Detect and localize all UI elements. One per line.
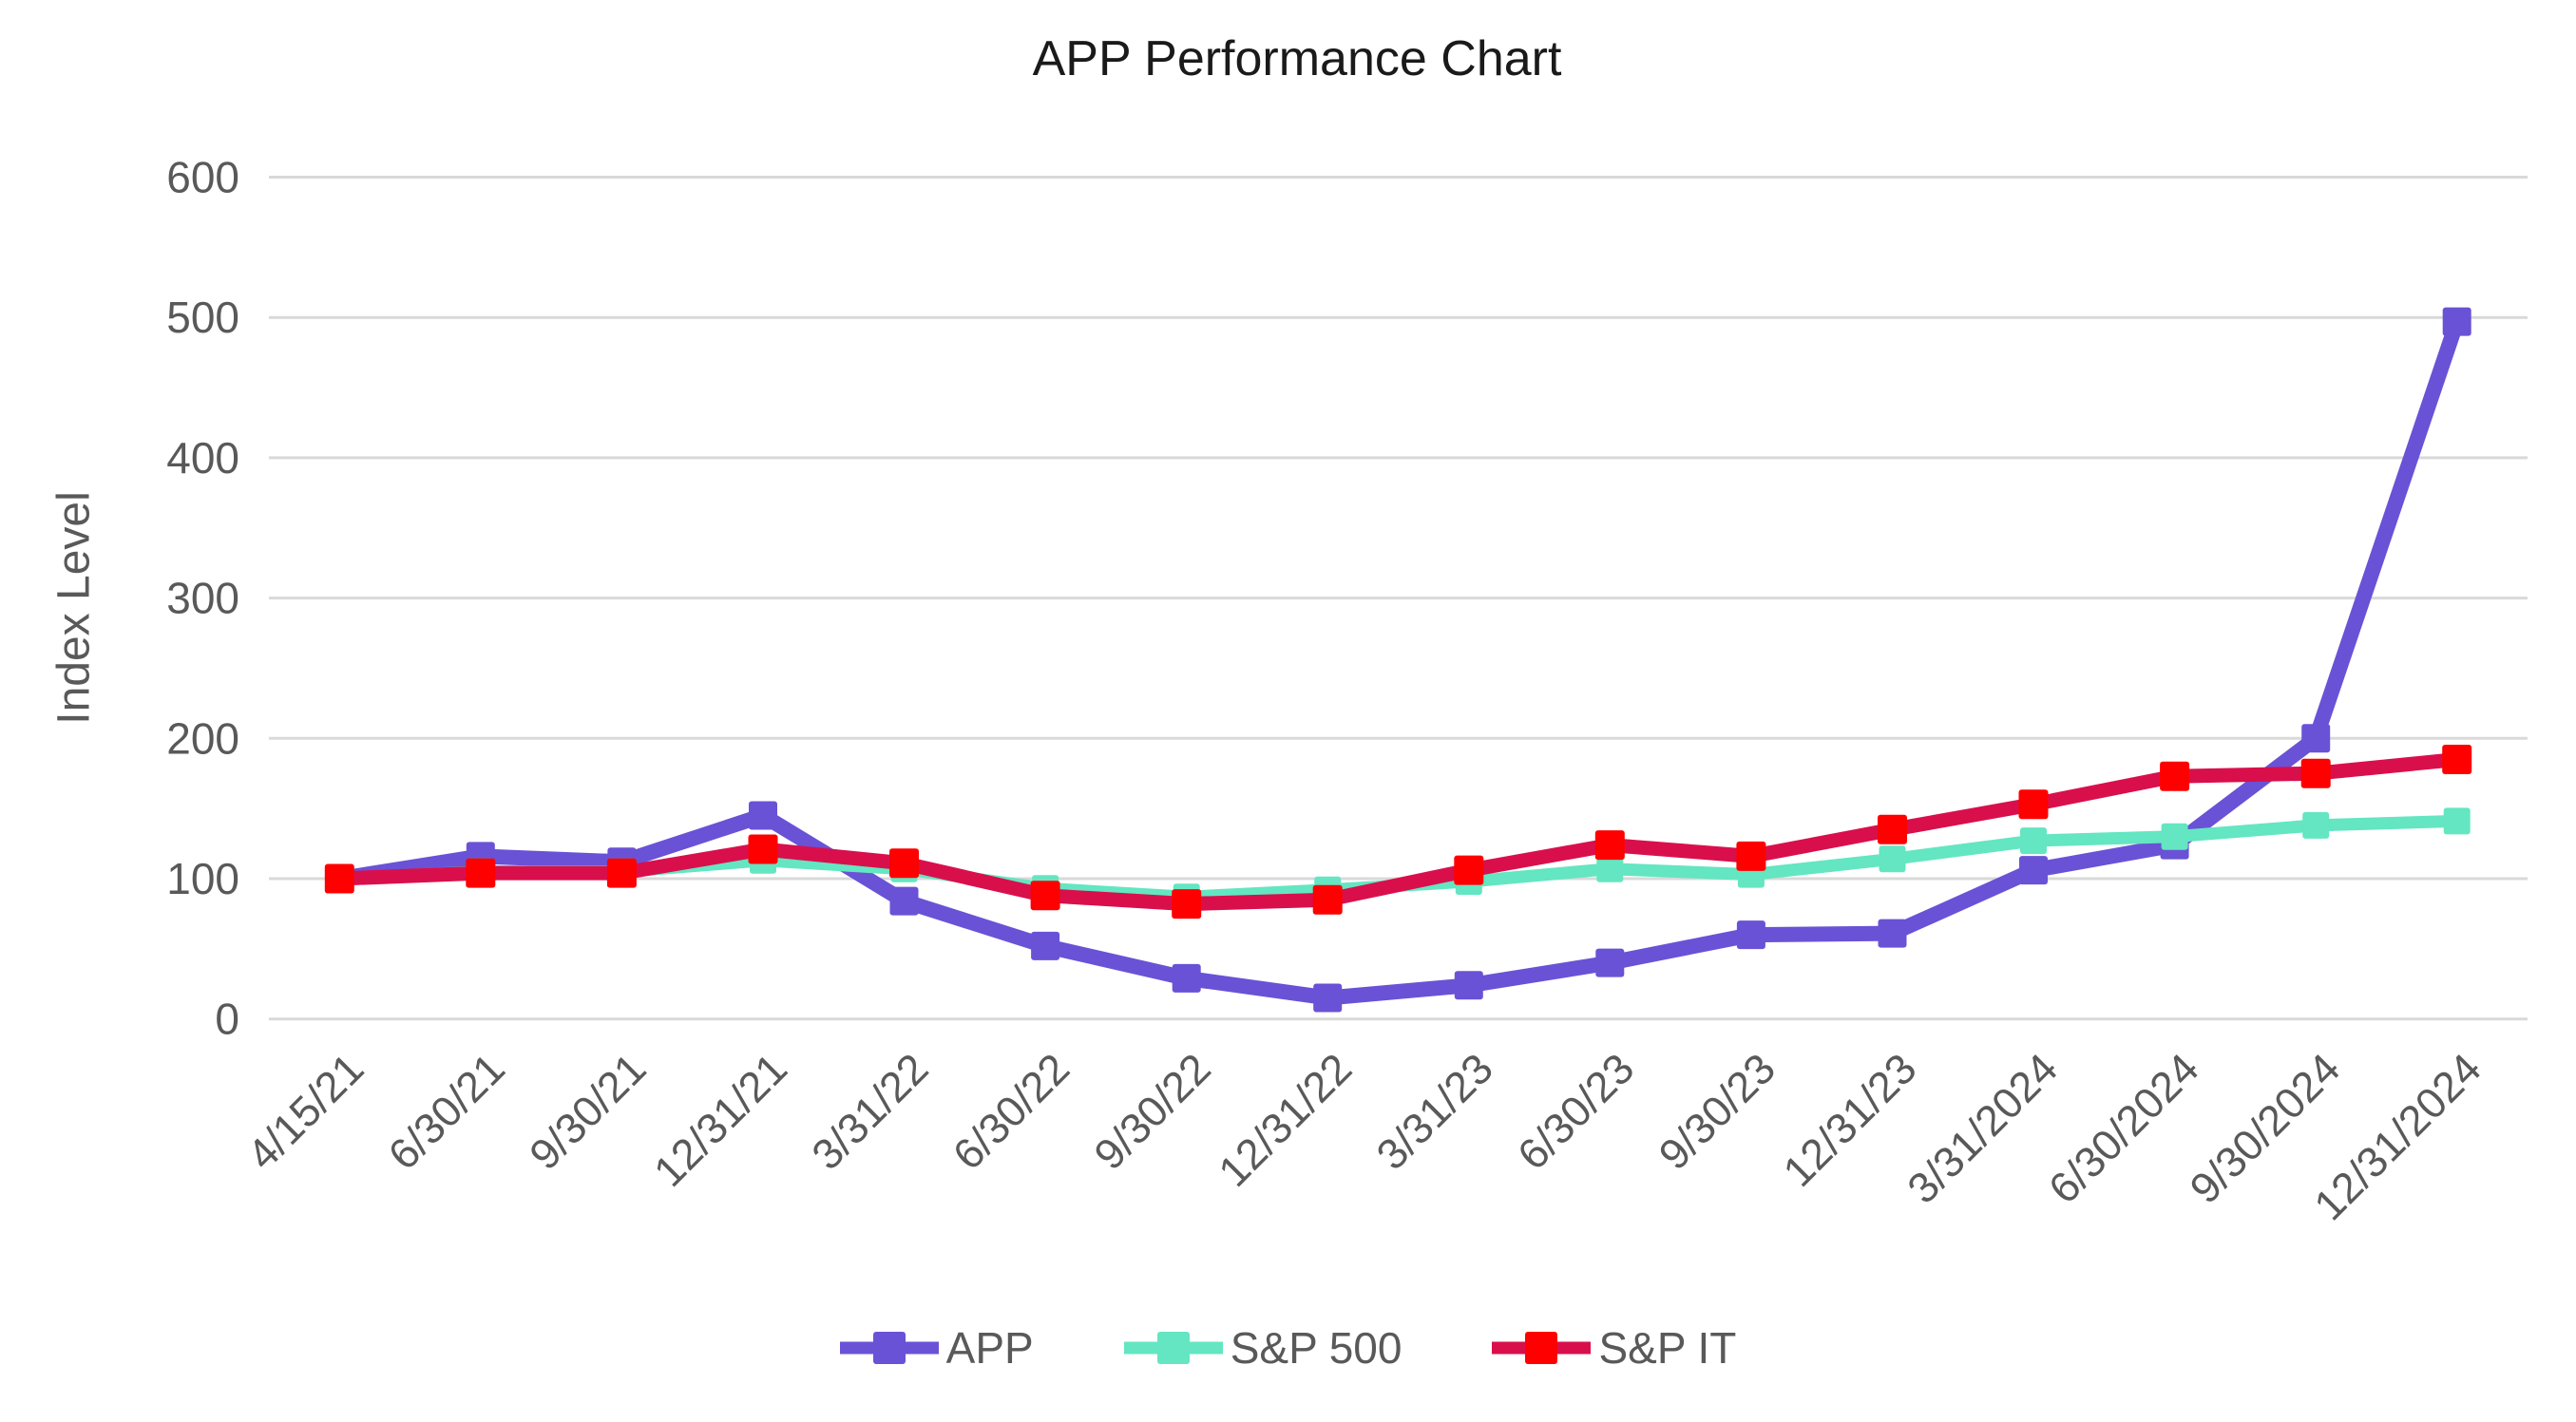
- y-tick-label: 200: [166, 713, 239, 763]
- marker-s-p-it-8: [1454, 855, 1484, 885]
- marker-s-p-it-10: [1736, 841, 1766, 871]
- x-tick-label: 12/31/22: [1209, 1044, 1361, 1196]
- marker-app-11: [1878, 919, 1907, 948]
- marker-s-p-it-3: [748, 834, 778, 864]
- series-app: [325, 307, 2471, 1013]
- y-tick-label: 300: [166, 574, 239, 623]
- marker-s-p-it-7: [1312, 884, 1343, 915]
- legend-marker-sp500-icon: [1123, 1332, 1223, 1364]
- x-tick-label: 6/30/2024: [2039, 1044, 2208, 1213]
- marker-app-10: [1736, 920, 1765, 950]
- y-tick-label: 500: [166, 293, 239, 342]
- legend-item-spit: S&P IT: [1492, 1322, 1736, 1374]
- marker-s-p-it-11: [1878, 814, 1907, 844]
- legend-square-app: [872, 1332, 906, 1364]
- x-tick-label: 9/30/23: [1650, 1044, 1784, 1179]
- y-tick-label: 100: [166, 854, 239, 903]
- marker-s-p-it-12: [2018, 789, 2049, 820]
- marker-s-p-500-14: [2302, 811, 2330, 839]
- legend-marker-app-icon: [839, 1332, 939, 1364]
- legend-label-spit: S&P IT: [1598, 1323, 1737, 1373]
- marker-app-8: [1454, 971, 1483, 1000]
- y-tick-label: 0: [215, 995, 239, 1044]
- x-tick-label: 3/31/2024: [1898, 1044, 2067, 1213]
- marker-s-p-500-13: [2161, 823, 2188, 850]
- marker-app-9: [1595, 948, 1625, 977]
- marker-s-p-it-0: [324, 863, 354, 894]
- marker-app-4: [889, 886, 919, 916]
- chart-title: APP Performance Chart: [1032, 31, 1562, 86]
- marker-s-p-500-9: [1596, 855, 1624, 882]
- marker-s-p-500-11: [1879, 845, 1906, 873]
- y-axis-tick-labels: 0 100 200 300 400 500 600: [166, 153, 239, 1044]
- marker-s-p-it-9: [1594, 830, 1625, 861]
- x-tick-label: 4/15/21: [238, 1044, 372, 1179]
- x-tick-label: 9/30/21: [520, 1044, 655, 1179]
- marker-s-p-it-6: [1172, 889, 1202, 920]
- marker-s-p-it-1: [466, 858, 496, 888]
- x-tick-label: 3/31/22: [802, 1044, 937, 1179]
- marker-s-p-500-12: [2020, 827, 2047, 855]
- y-tick-label: 600: [166, 153, 239, 202]
- marker-app-12: [2019, 856, 2048, 885]
- marker-app-3: [749, 801, 777, 830]
- legend-item-app: APP: [839, 1322, 1034, 1374]
- marker-s-p-it-4: [889, 848, 919, 879]
- x-tick-label: 12/31/21: [644, 1044, 796, 1196]
- legend: APP S&P 500 S&P IT: [0, 1322, 2576, 1374]
- legend-square-s-p-it: [1525, 1332, 1558, 1364]
- series-s-p-it: [324, 745, 2472, 920]
- x-tick-label: 9/30/22: [1085, 1044, 1220, 1179]
- legend-square-s-p-500: [1156, 1332, 1190, 1364]
- y-tick-label: 400: [166, 433, 239, 483]
- marker-app-14: [2301, 724, 2331, 753]
- marker-s-p-it-2: [606, 858, 637, 888]
- x-tick-label: 6/30/21: [379, 1044, 514, 1179]
- legend-label-app: APP: [945, 1323, 1034, 1373]
- marker-app-7: [1313, 983, 1343, 1013]
- legend-item-sp500: S&P 500: [1123, 1322, 1402, 1374]
- x-tick-label: 6/30/23: [1508, 1044, 1643, 1179]
- series-line-s-p-it: [332, 752, 2465, 912]
- legend-label-sp500: S&P 500: [1230, 1323, 1402, 1373]
- marker-app-15: [2442, 307, 2471, 336]
- marker-app-6: [1172, 963, 1201, 993]
- x-tick-label: 6/30/22: [944, 1044, 1078, 1179]
- marker-s-p-500-15: [2443, 807, 2471, 835]
- marker-s-p-it-5: [1030, 881, 1060, 911]
- marker-s-p-it-14: [2300, 758, 2331, 788]
- marker-app-5: [1031, 931, 1060, 960]
- legend-marker-spit-icon: [1492, 1332, 1592, 1364]
- x-tick-label: 3/31/23: [1367, 1044, 1502, 1179]
- series-line-app: [332, 313, 2465, 1006]
- marker-s-p-it-13: [2160, 761, 2190, 791]
- marker-s-p-it-15: [2442, 745, 2472, 774]
- gridlines: [269, 176, 2528, 1021]
